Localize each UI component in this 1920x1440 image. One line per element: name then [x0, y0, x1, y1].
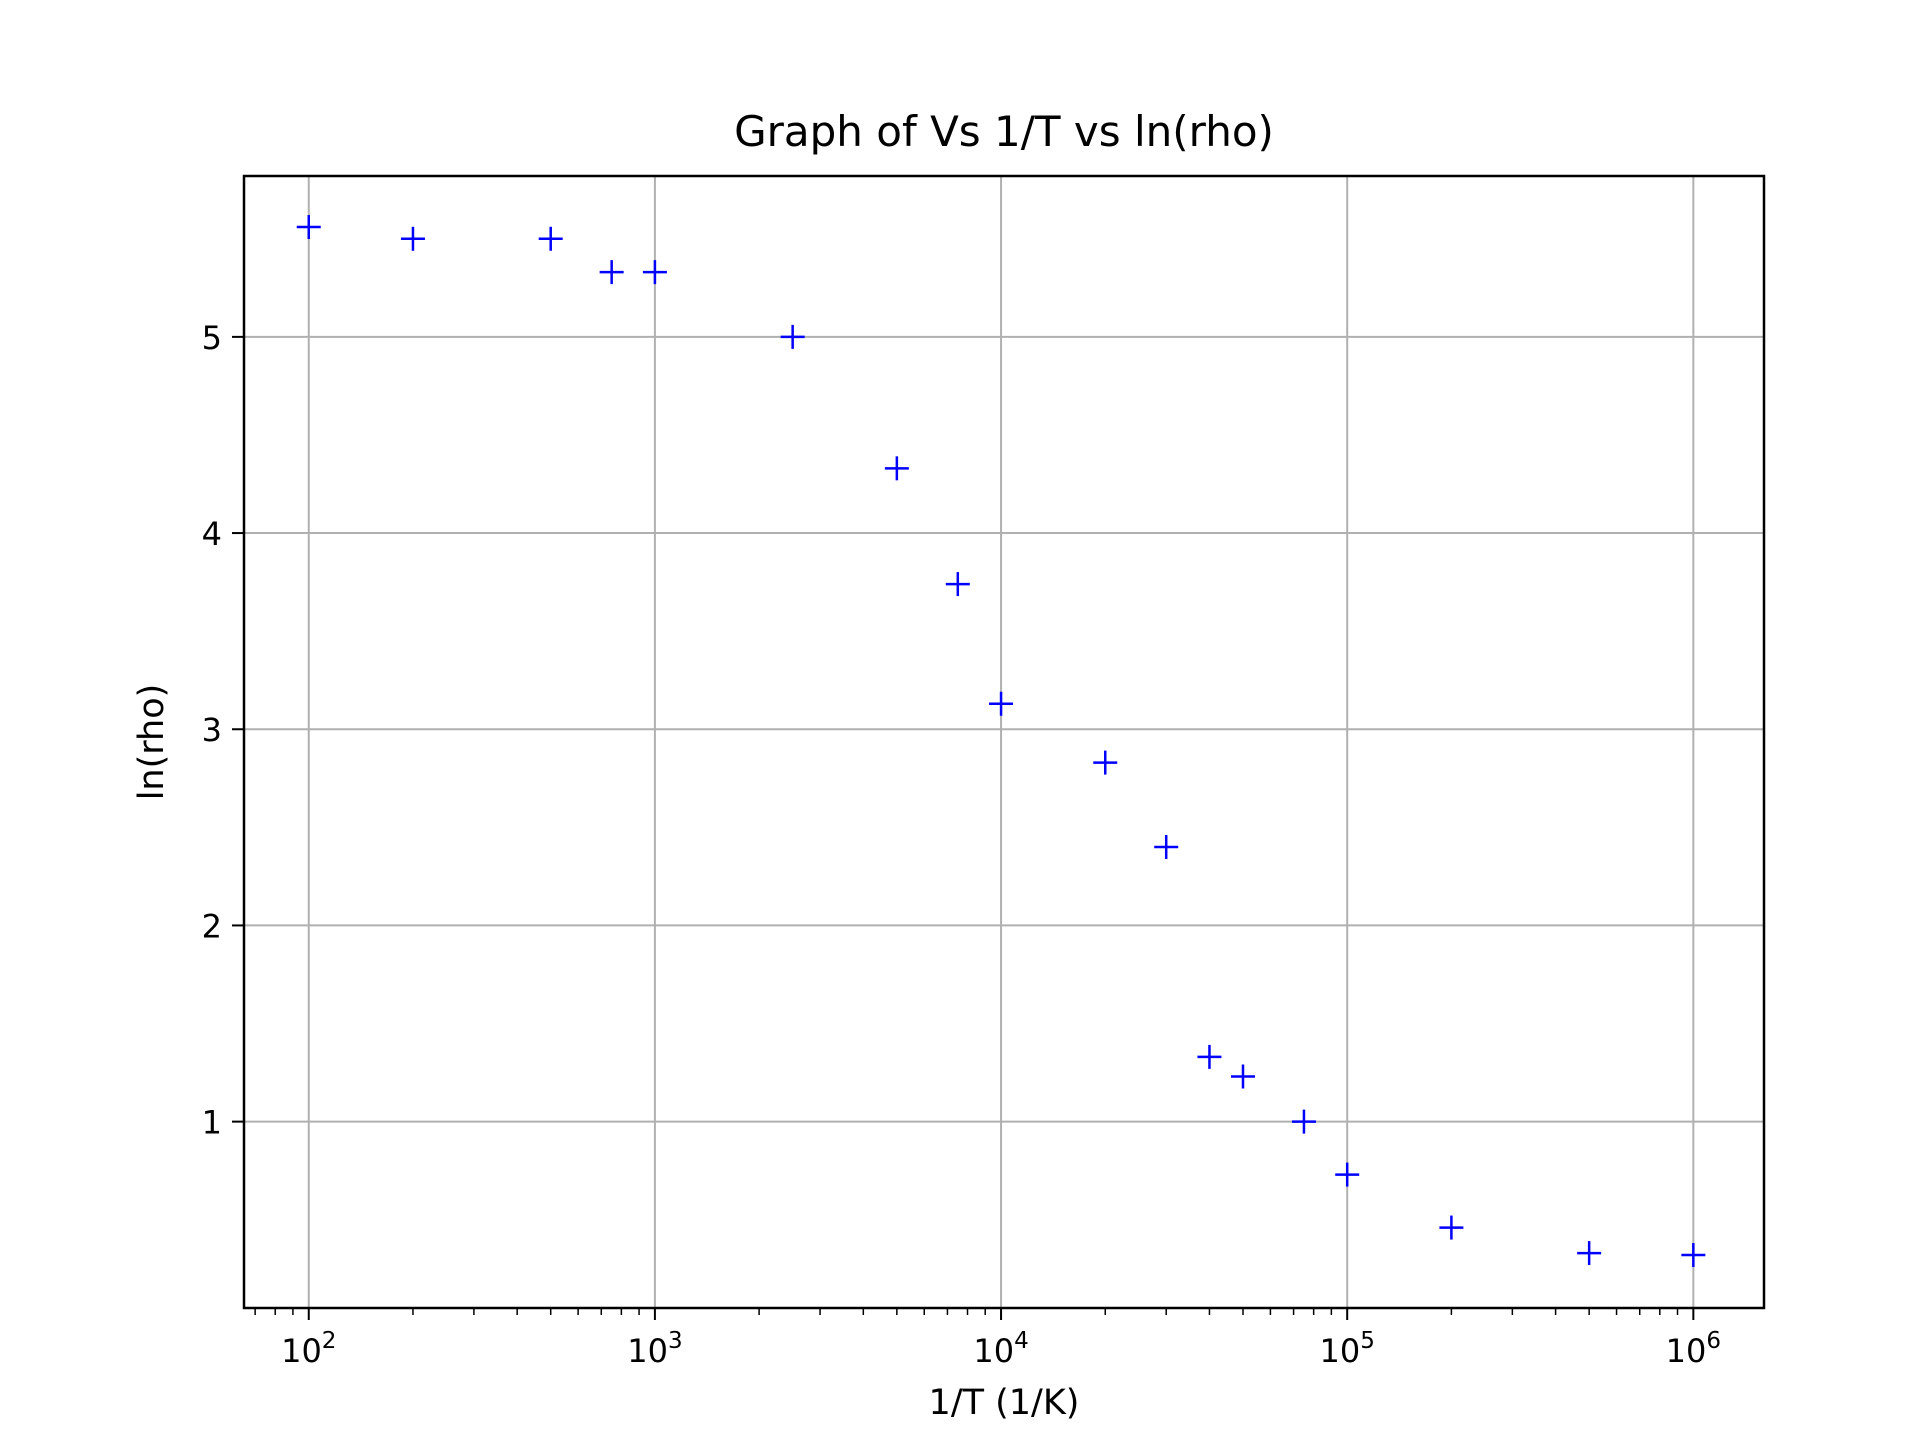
chart-title: Graph of Vs 1/T vs ln(rho): [734, 107, 1274, 156]
grid-lines: [244, 176, 1764, 1308]
x-tick-label: 102: [281, 1328, 336, 1370]
y-tick-label: 1: [202, 1104, 222, 1142]
data-point: [1439, 1215, 1464, 1240]
data-point: [989, 691, 1014, 716]
data-point: [780, 324, 805, 349]
x-tick-label: 105: [1320, 1328, 1375, 1370]
x-tick-label: 103: [627, 1328, 682, 1370]
y-tick-label: 4: [202, 515, 222, 553]
data-point: [1230, 1064, 1255, 1089]
y-tick-label: 5: [202, 319, 222, 357]
data-point: [538, 226, 563, 251]
data-point: [400, 226, 425, 251]
data-point: [1681, 1243, 1706, 1268]
data-point: [1093, 750, 1118, 775]
data-point: [1291, 1109, 1316, 1134]
data-point: [1154, 834, 1179, 859]
x-tick-label: 104: [973, 1328, 1028, 1370]
y-tick-label: 3: [202, 711, 222, 749]
data-point: [1335, 1162, 1360, 1187]
data-point: [599, 260, 624, 285]
data-point: [642, 260, 667, 285]
data-point: [1197, 1044, 1222, 1069]
plot-frame: [242, 174, 1766, 1310]
x-axis-label: 1/T (1/K): [929, 1383, 1080, 1423]
data-point: [884, 456, 909, 481]
x-tick-label: 106: [1666, 1328, 1721, 1370]
data-point: [1577, 1241, 1602, 1266]
data-point: [296, 215, 321, 240]
axis-ticks: 102 103 104 105 106 1 2 3 4 5: [202, 319, 1721, 1370]
data-points: [296, 215, 1706, 1268]
y-axis-label: ln(rho): [132, 684, 172, 801]
data-point: [945, 572, 970, 597]
y-tick-label: 2: [202, 907, 222, 945]
